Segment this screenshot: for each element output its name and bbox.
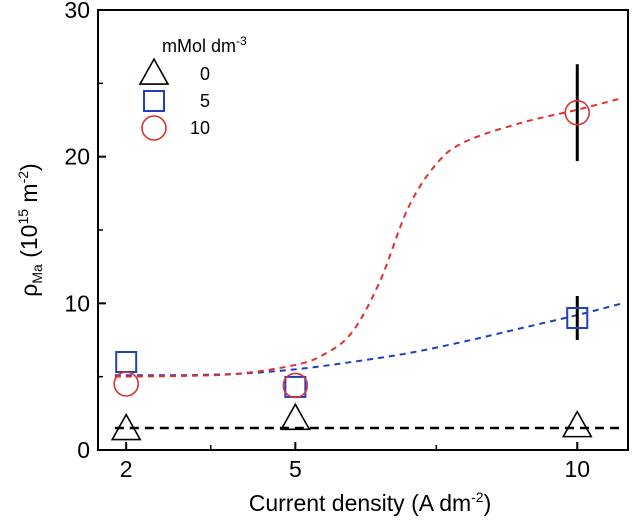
plot-area: 0 10 20 30 2 5 10 [64,0,629,482]
data-point-0 [110,412,142,441]
fit-curve-10 [114,97,623,378]
legend-label: 0 [200,64,210,84]
legend-label: 5 [200,91,210,111]
x-tick-label: 5 [289,456,302,482]
legend-marker-0 [138,57,170,85]
x-tick-label: 2 [120,456,133,482]
y-tick-label: 30 [64,0,90,23]
fit-curves [114,97,623,430]
legend-marker-10 [141,115,167,141]
x-tick-label: 10 [564,456,590,482]
y-tick-label: 10 [64,290,90,316]
y-axis-label: ρMa (1015 m-2) [15,163,45,296]
legend: mMol dm-3 0 5 10 [138,34,247,141]
data-point-0 [279,402,311,431]
y-tick-label: 20 [64,144,90,170]
data-point-5 [284,375,307,398]
data-point-5 [566,307,589,329]
y-tick-label: 0 [77,437,90,463]
data-point-5 [115,351,138,373]
data-point-10 [282,372,309,399]
legend-label: 10 [190,118,210,138]
fit-curve-5 [114,302,623,377]
data-point-10 [564,99,591,126]
data-markers [110,99,593,441]
legend-marker-5 [143,90,165,112]
x-axis-label: Current density (A dm-2) [249,489,492,516]
plot-frame [97,9,629,451]
legend-title: mMol dm-3 [162,34,247,56]
data-point-10 [113,371,139,397]
data-point-0 [561,410,593,438]
